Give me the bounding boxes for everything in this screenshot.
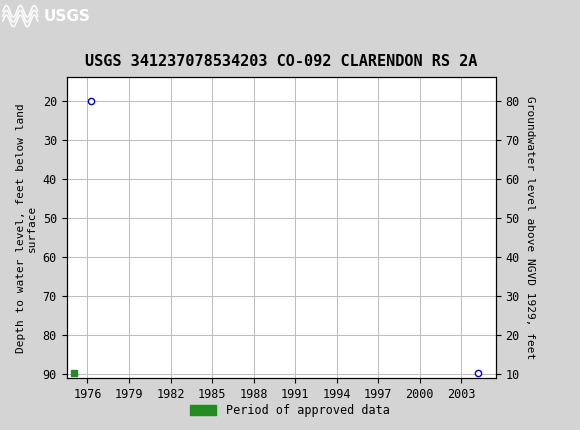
Legend: Period of approved data: Period of approved data <box>186 399 394 422</box>
Title: USGS 341237078534203 CO-092 CLARENDON RS 2A: USGS 341237078534203 CO-092 CLARENDON RS… <box>85 54 477 69</box>
Text: USGS: USGS <box>44 9 90 24</box>
Y-axis label: Depth to water level, feet below land
surface: Depth to water level, feet below land su… <box>16 103 37 353</box>
Y-axis label: Groundwater level above NGVD 1929, feet: Groundwater level above NGVD 1929, feet <box>525 96 535 359</box>
